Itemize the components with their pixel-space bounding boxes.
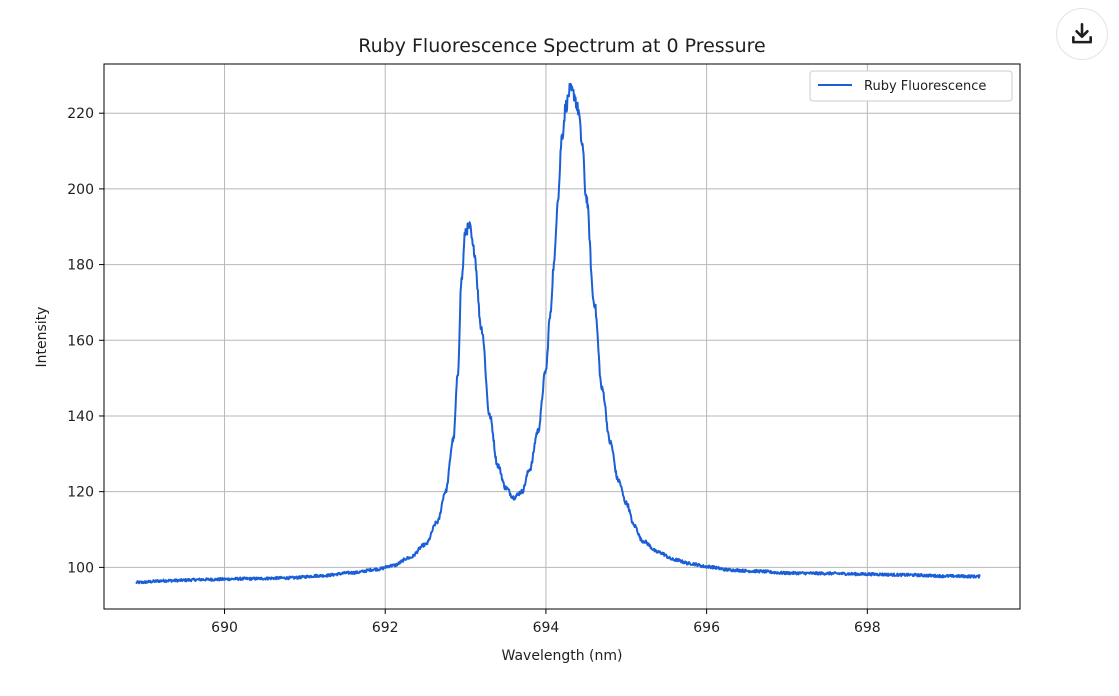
x-tick-label: 692 [372, 620, 399, 636]
y-tick-label: 180 [67, 258, 94, 274]
x-tick-label: 696 [693, 620, 720, 636]
x-axis-label: Wavelength (nm) [502, 648, 623, 664]
download-button[interactable] [1056, 8, 1108, 60]
legend-box [809, 70, 1013, 102]
y-tick-label: 200 [67, 182, 94, 198]
y-tick-label: 160 [67, 333, 94, 349]
series-line [135, 82, 981, 585]
y-axis-label: Intensity [34, 307, 50, 368]
grid [104, 64, 1020, 609]
x-tick-label: 698 [854, 620, 881, 636]
legend: Ruby Fluorescence [809, 70, 1013, 102]
y-tick-label: 120 [67, 485, 94, 501]
y-tick-label: 100 [67, 560, 94, 576]
series-layer [135, 82, 981, 585]
x-tick-label: 694 [533, 620, 560, 636]
legend-label: Ruby Fluorescence [864, 79, 986, 94]
download-icon [1072, 22, 1092, 44]
y-tick-label: 220 [67, 106, 94, 122]
y-tick-label: 140 [67, 409, 94, 425]
plot-frame [103, 63, 1021, 610]
x-tick-label: 690 [211, 620, 238, 636]
y-axis-ticks: 100 120 140 160 180 200 220 [67, 106, 104, 576]
x-axis-ticks: 690 692 694 696 698 [211, 609, 881, 636]
chart-title: Ruby Fluorescence Spectrum at 0 Pressure [358, 35, 765, 57]
